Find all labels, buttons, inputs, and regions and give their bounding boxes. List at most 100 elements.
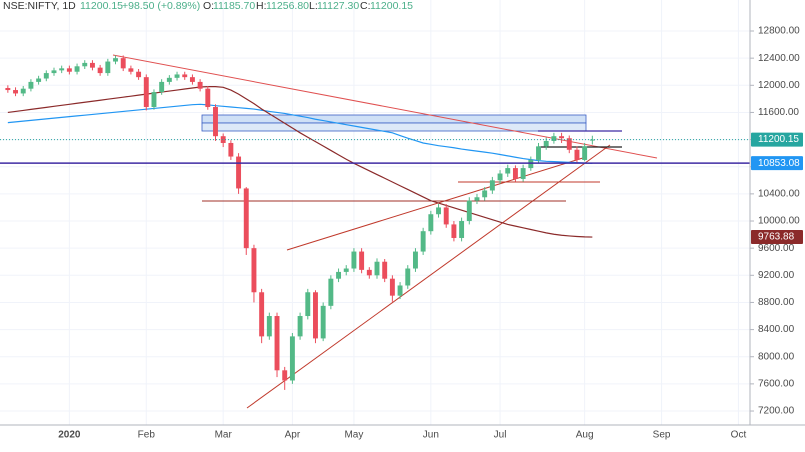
x-tick-label: Feb <box>138 430 156 441</box>
x-tick-label: Mar <box>215 430 233 441</box>
candle-body <box>205 88 211 108</box>
ma-label: 9763.88 <box>758 232 795 243</box>
candle-body <box>405 268 411 286</box>
candle-body <box>382 261 388 279</box>
x-tick-label: Jul <box>494 430 507 441</box>
candle-body <box>305 292 311 317</box>
candle-body <box>159 81 165 93</box>
y-tick-label: 12800.00 <box>758 26 800 37</box>
change: +98.50 (+0.89%) <box>122 0 200 12</box>
candle-body <box>20 88 26 94</box>
candle-body <box>412 251 418 269</box>
candle-body <box>520 168 526 179</box>
candle-body <box>313 292 318 339</box>
y-tick-label: 7600.00 <box>758 379 795 390</box>
candle-body <box>213 107 218 137</box>
candle-body <box>389 278 395 296</box>
candle-body <box>582 146 588 160</box>
hline-label: 10853.08 <box>758 158 800 169</box>
candle-body <box>397 285 403 296</box>
candle-body <box>428 214 434 232</box>
y-tick-label: 12400.00 <box>758 53 800 64</box>
candle-body <box>59 68 65 71</box>
candle-body <box>182 74 188 78</box>
ma-label-box <box>751 230 803 245</box>
candle-body <box>174 74 180 78</box>
axes: 7200.00 7600.00 8000.00 8400.00 8800.00 9200.… <box>58 26 803 441</box>
candle-body <box>82 62 88 67</box>
y-tick-label: 9600.00 <box>758 243 795 254</box>
candle-body <box>289 336 295 381</box>
candle-body <box>13 90 18 94</box>
candle-body <box>482 190 488 198</box>
candle-body <box>259 292 265 337</box>
y-tick-label: 9200.00 <box>758 270 795 281</box>
candle-body <box>282 370 288 381</box>
y-tick-label: 12000.00 <box>758 80 800 91</box>
drawings <box>112 54 658 409</box>
candle-body <box>297 316 303 337</box>
candle-body <box>36 78 42 82</box>
candle-body <box>420 231 426 252</box>
candle-body <box>459 221 465 238</box>
x-tick-label: May <box>344 430 363 441</box>
candle-body <box>512 168 518 179</box>
candle-body <box>489 180 495 191</box>
candle-body <box>74 66 80 72</box>
candle-body <box>328 278 334 306</box>
zone-upper <box>201 114 587 124</box>
moving-average <box>7 86 593 238</box>
candle-body <box>551 136 557 141</box>
candle-body <box>120 58 126 69</box>
candle-body <box>274 316 280 371</box>
candle-body <box>374 261 380 276</box>
candle-body <box>336 271 342 279</box>
x-tick-label: Oct <box>731 430 747 441</box>
y-tick-label: 8800.00 <box>758 297 795 308</box>
candle-body <box>497 173 503 181</box>
candle-body <box>97 67 103 74</box>
candle-body <box>5 88 11 91</box>
candle-body <box>128 68 134 72</box>
candle-body <box>359 251 365 270</box>
h-label: H: <box>256 0 267 12</box>
candle-body <box>236 156 242 189</box>
y-tick-label: 11600.00 <box>758 107 799 118</box>
l-value: 11127.30 <box>317 0 359 12</box>
candle-body <box>559 136 565 139</box>
candle-body <box>266 316 272 337</box>
candle-body <box>28 81 34 89</box>
x-tick-label: Jun <box>423 430 439 441</box>
candle-body <box>89 62 95 68</box>
candle-body <box>189 77 195 82</box>
candle-body <box>543 140 549 147</box>
moving-average <box>7 103 593 164</box>
hline-label-box <box>751 156 803 171</box>
o-label: O: <box>203 0 214 12</box>
c-value: 11200.15 <box>370 0 413 12</box>
x-tick-label: Apr <box>285 430 301 441</box>
candle-body <box>566 138 572 150</box>
x-tick-label: Sep <box>653 430 671 441</box>
last-price-label: 11200.15 <box>758 134 799 145</box>
candle-body <box>536 146 541 160</box>
header: NSE:NIFTY, 1D 11200.15 +98.50 (+0.89%) O… <box>3 0 413 12</box>
candle-body <box>443 207 449 225</box>
candle-body <box>574 149 580 160</box>
candle-body <box>105 61 111 74</box>
candle-body <box>320 305 326 339</box>
candle-body <box>474 197 480 201</box>
symbol: NSE:NIFTY, 1D <box>3 0 76 12</box>
candle-body <box>197 81 203 89</box>
candle-body <box>166 77 172 82</box>
candle-body <box>51 70 57 74</box>
candle-body <box>436 207 441 215</box>
y-tick-label: 8000.00 <box>758 351 795 362</box>
last-price-label-box <box>751 132 803 147</box>
candle-body <box>243 188 249 249</box>
candle-body <box>113 58 118 62</box>
trend-line <box>246 144 611 409</box>
candle-body <box>451 224 457 238</box>
c-label: C: <box>360 0 371 12</box>
